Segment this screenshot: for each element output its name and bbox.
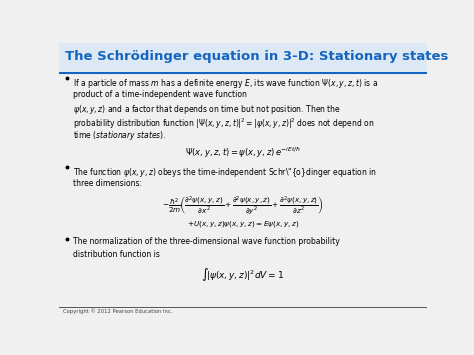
Text: time ($\it{stationary\ states}$).: time ($\it{stationary\ states}$). xyxy=(73,129,167,142)
Text: Copyright © 2012 Pearson Education Inc.: Copyright © 2012 Pearson Education Inc. xyxy=(63,309,172,315)
Text: probability distribution function $|\Psi(x, y, z, t)|^2 = |\psi(x, y, z)|^2$ doe: probability distribution function $|\Psi… xyxy=(73,116,374,131)
Text: If a particle of mass $m$ has a definite energy $E$, its wave function $\Psi(x, : If a particle of mass $m$ has a definite… xyxy=(73,77,378,90)
Text: three dimensions:: three dimensions: xyxy=(73,179,142,188)
Text: distribution function is: distribution function is xyxy=(73,250,160,260)
Text: $-\dfrac{\hbar^2}{2m}\!\left(\dfrac{\partial^2\psi(x,y,z)}{\partial x^2} + \dfra: $-\dfrac{\hbar^2}{2m}\!\left(\dfrac{\par… xyxy=(162,194,324,217)
Text: $\int\!\left|\psi(x,y,z)\right|^2 dV = 1$: $\int\!\left|\psi(x,y,z)\right|^2 dV = 1… xyxy=(201,266,284,283)
Text: $\psi(x, y, z)$ and a factor that depends on time but not position. Then the: $\psi(x, y, z)$ and a factor that depend… xyxy=(73,103,341,116)
Text: $\Psi(x, y, z, t) = \psi(x, y, z)\,e^{-iEt/\hbar}$: $\Psi(x, y, z, t) = \psi(x, y, z)\,e^{-i… xyxy=(185,145,301,159)
Text: The Schrödinger equation in 3-D: Stationary states: The Schrödinger equation in 3-D: Station… xyxy=(65,50,448,64)
Text: The normalization of the three-dimensional wave function probability: The normalization of the three-dimension… xyxy=(73,237,340,246)
Text: $+U(x,y,z)\psi(x,y,z) = E\psi(x,y,z)$: $+U(x,y,z)\psi(x,y,z) = E\psi(x,y,z)$ xyxy=(187,219,299,229)
FancyBboxPatch shape xyxy=(59,43,427,71)
Text: product of a time-independent wave function: product of a time-independent wave funct… xyxy=(73,90,247,99)
Text: The function $\psi(x, y, z)$ obeys the time-independent Schr\"{o}dinger equation: The function $\psi(x, y, z)$ obeys the t… xyxy=(73,165,377,179)
